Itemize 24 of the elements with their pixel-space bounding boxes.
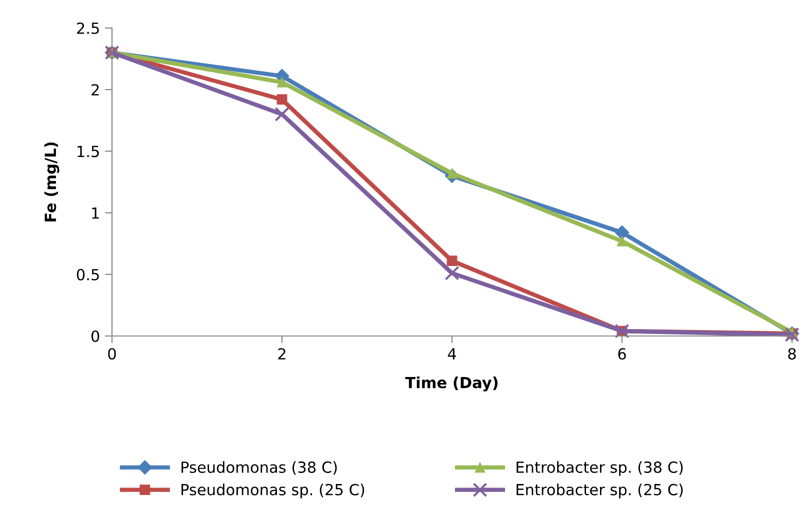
legend-label: Entrobacter sp. (38 C)	[516, 461, 683, 476]
point	[444, 266, 460, 280]
x-axis-title: Time (Day)	[405, 376, 498, 392]
x-tick-label: 6	[618, 348, 626, 360]
point	[614, 225, 630, 240]
x-tick-label: 8	[788, 348, 796, 360]
x-tick-label: 0	[108, 348, 116, 360]
y-tick-label: 2.5	[77, 22, 99, 34]
point	[446, 256, 458, 266]
point	[276, 76, 288, 88]
x-tick-label: 2	[278, 348, 286, 360]
y-tick-label: 2	[92, 84, 99, 96]
y-axis-title: Fe (mg/L)	[44, 142, 60, 222]
y-tick-label: 1.5	[78, 146, 99, 158]
x-tick-label: 4	[448, 348, 456, 360]
y-tick-label: 0.5	[76, 268, 99, 280]
y-tick-label: 0	[91, 330, 100, 342]
y-tick-label: 1	[92, 207, 99, 219]
legend-label: Pseudomonas (38 C)	[182, 461, 337, 475]
point	[616, 236, 628, 246]
point	[274, 106, 290, 122]
legend-label: Entrobacter sp. (25 C)	[516, 484, 683, 498]
legend-label: Pseudomonas sp. (25 C)	[182, 484, 364, 498]
point	[276, 94, 288, 105]
